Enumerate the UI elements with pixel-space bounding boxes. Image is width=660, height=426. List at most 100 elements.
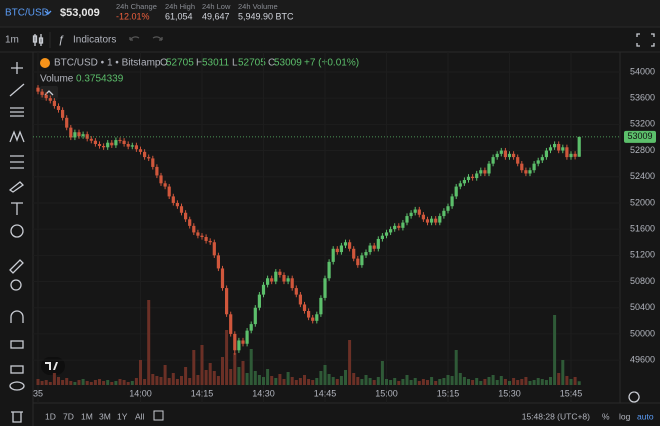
plot: 54000 53600 53200 52800 52400 52000 51600 51200… (33, 52, 656, 403)
y-tick-label: 50000 (630, 328, 655, 338)
range-button[interactable]: 1Y (117, 411, 128, 421)
volume-bar (93, 380, 97, 385)
volume-bar (278, 374, 282, 385)
brush-tool[interactable] (8, 181, 25, 193)
calendar-icon[interactable] (153, 410, 164, 421)
log-toggle[interactable]: log (619, 411, 631, 421)
x-tick-label: 14:30 (252, 388, 275, 398)
volume-bar (421, 379, 425, 385)
delete-tool[interactable] (11, 411, 23, 423)
volume-bar (393, 378, 397, 385)
y-tick-label: 54000 (630, 66, 655, 76)
candle-body (302, 304, 307, 311)
zoom-tool[interactable] (10, 279, 22, 291)
volume-bar (245, 373, 249, 385)
fib-tool[interactable] (10, 107, 24, 117)
pair-selector[interactable]: BTC/USD (5, 8, 49, 19)
magnet-tool[interactable] (10, 310, 24, 323)
volume-bar (344, 370, 347, 385)
candle-body (52, 100, 56, 107)
indicators-button[interactable]: Indicators (73, 35, 116, 46)
settings-icon[interactable] (628, 391, 640, 403)
top-bar (0, 0, 660, 27)
candle-body (512, 153, 516, 158)
volume-bar (319, 371, 323, 385)
volume-bar (389, 380, 393, 385)
fullscreen-icon[interactable] (636, 33, 655, 47)
volume-bar (307, 379, 311, 385)
ohlc-key: O (160, 58, 168, 69)
drawing-tools[interactable] (8, 62, 25, 423)
volume-bar (516, 380, 520, 385)
lock-tool[interactable] (10, 340, 24, 349)
volume-bar (65, 378, 69, 385)
crosshair-tool[interactable] (11, 62, 23, 74)
visibility-tool[interactable] (9, 381, 25, 391)
y-tick-label: 50400 (630, 302, 655, 312)
candle-body (294, 288, 298, 295)
candle-body (348, 242, 352, 249)
volume-bar (540, 379, 544, 385)
emoji-tool[interactable] (10, 224, 24, 238)
candles-icon[interactable] (32, 34, 44, 46)
percent-toggle[interactable]: % (602, 411, 610, 421)
candle-body (237, 340, 241, 351)
candle-body (339, 245, 343, 253)
volume-bar (495, 380, 499, 385)
volume-bar (348, 340, 352, 385)
range-button[interactable]: 7D (63, 411, 74, 421)
volume-bar (487, 377, 491, 385)
candle-body (278, 271, 282, 275)
y-tick-label: 52400 (630, 171, 655, 181)
candle-body (343, 242, 348, 246)
volume-bar (290, 377, 294, 385)
candle-body (352, 248, 356, 259)
candle-body (65, 117, 69, 128)
volume-bar (401, 379, 405, 385)
range-button[interactable]: 1D (45, 411, 56, 421)
projection-tool[interactable] (10, 155, 24, 169)
pattern-tool[interactable] (9, 130, 25, 143)
candle-body (458, 183, 462, 187)
ohlc-key: H (196, 58, 203, 69)
candle-body (225, 288, 229, 315)
redo-icon[interactable] (152, 36, 163, 41)
stat-label: 24h Volume (238, 2, 278, 11)
candle-body (81, 134, 85, 137)
collapse-button[interactable] (40, 86, 58, 100)
volume-bar (200, 345, 204, 385)
volume-bar (438, 379, 442, 385)
volume-bar (471, 380, 475, 385)
candle-body (516, 157, 520, 164)
range-button[interactable]: 1M (81, 411, 93, 421)
range-button[interactable]: All (135, 411, 145, 421)
volume-bar (171, 373, 175, 385)
fx-icon[interactable]: ƒ (58, 34, 64, 46)
candle-body (106, 142, 110, 148)
ohlc-key: L (232, 58, 238, 69)
volume-bar (577, 381, 581, 385)
candle-body (421, 214, 425, 220)
volume-bar (118, 379, 122, 385)
interval[interactable]: 1m (5, 35, 19, 46)
candle-body (364, 252, 368, 256)
range-button[interactable]: 3M (99, 411, 111, 421)
auto-toggle[interactable]: auto (637, 411, 654, 421)
trendline-tool[interactable] (9, 83, 25, 97)
y-tick-label: 49600 (630, 354, 655, 364)
text-tool[interactable] (11, 202, 23, 215)
candle-body (409, 212, 413, 217)
ruler-tool[interactable] (9, 259, 24, 274)
volume-bar (262, 377, 265, 385)
candle-body (335, 248, 339, 253)
volume-bar (237, 367, 241, 385)
undo-icon[interactable] (129, 36, 140, 41)
ohlc-value: 53011 (202, 58, 230, 69)
candle-body (520, 163, 524, 171)
candle-body (544, 150, 548, 158)
lock-all-tool[interactable] (10, 365, 24, 374)
dropdown-icon[interactable] (44, 10, 52, 15)
volume-bar (303, 375, 306, 385)
candle-body (286, 278, 290, 282)
